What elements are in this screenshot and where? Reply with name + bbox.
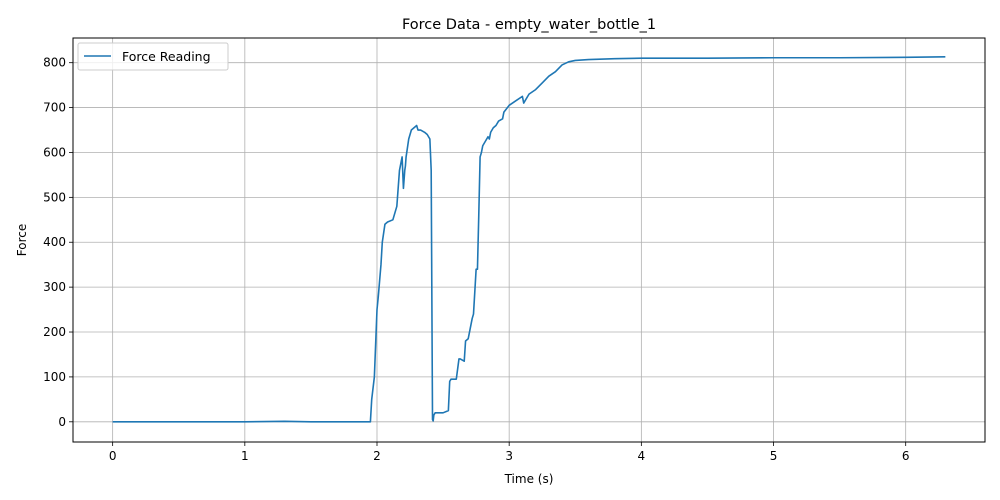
x-tick-label: 5: [770, 449, 778, 463]
x-tick-label: 2: [373, 449, 381, 463]
y-tick-label: 800: [43, 56, 66, 70]
y-axis-label: Force: [15, 224, 29, 256]
y-tick-label: 300: [43, 280, 66, 294]
x-axis-label: Time (s): [504, 472, 554, 486]
y-tick-label: 100: [43, 370, 66, 384]
axis-ticks: 0 1 2 3 4 5 6 0 100 200 300 400 500 600 700 800: [43, 56, 909, 463]
y-tick-label: 0: [58, 415, 66, 429]
legend-label: Force Reading: [122, 49, 211, 64]
plot-frame: [72, 37, 986, 443]
x-tick-label: 4: [638, 449, 646, 463]
grid-lines: [73, 38, 985, 442]
y-tick-label: 200: [43, 325, 66, 339]
x-tick-label: 0: [109, 449, 117, 463]
y-tick-label: 500: [43, 190, 66, 204]
chart-title: Force Data - empty_water_bottle_1: [402, 17, 656, 33]
x-tick-label: 1: [241, 449, 249, 463]
series-line-0: [112, 56, 946, 423]
y-tick-label: 700: [43, 101, 66, 115]
y-tick-label: 600: [43, 145, 66, 159]
y-tick-label: 400: [43, 235, 66, 249]
legend: Force Reading: [77, 42, 229, 71]
series-layer: [112, 56, 946, 423]
legend-box: [77, 42, 229, 71]
x-tick-label: 3: [505, 449, 513, 463]
x-tick-label: 6: [902, 449, 910, 463]
